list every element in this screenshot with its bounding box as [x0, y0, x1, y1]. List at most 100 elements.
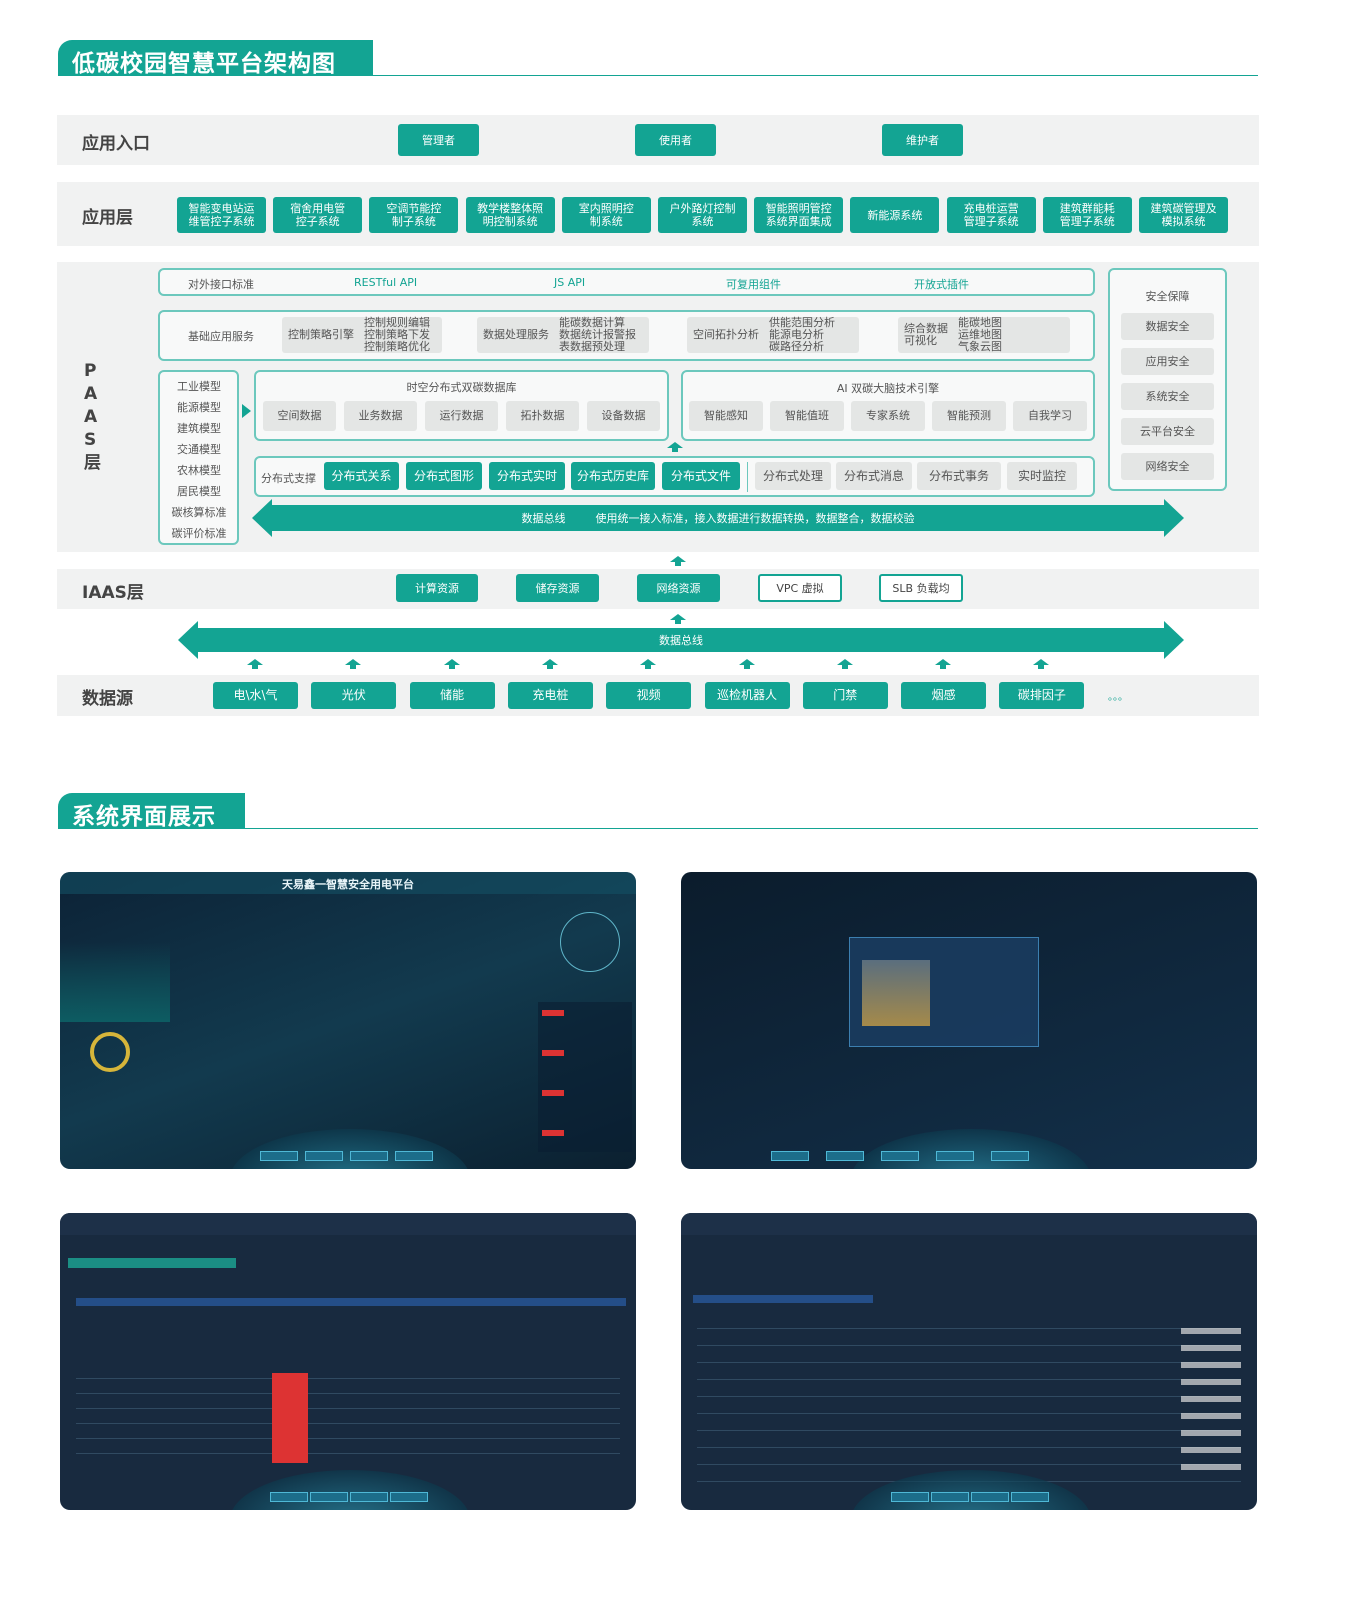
app-system-button[interactable]: 建筑碳管理及 模拟系统 [1139, 197, 1228, 233]
security-title: 安全保障 [1145, 290, 1190, 303]
model-item: 工业模型 [177, 380, 221, 393]
service-group-name: 空间拓扑分析 [693, 328, 759, 341]
arrow-left-icon [252, 499, 272, 537]
datasource-item: 烟感 [901, 682, 987, 709]
iaas-label: IAAS层 [82, 583, 144, 603]
screenshot-alarm-table [60, 1213, 636, 1510]
admin-button[interactable]: 管理者 [398, 124, 479, 156]
section-title-architecture: 低碳校园智慧平台架构图 [58, 40, 373, 77]
security-item: 应用安全 [1121, 348, 1214, 375]
more-indicator: 。。。 [1108, 692, 1128, 703]
screen-header [60, 872, 636, 894]
model-item: 建筑模型 [177, 422, 221, 435]
arrow-up-icon [738, 659, 755, 669]
gauge [90, 1032, 130, 1072]
maintainer-button[interactable]: 维护者 [882, 124, 963, 156]
storage-resource: 储存资源 [516, 574, 599, 602]
service-group: 空间拓扑分析 供能范围分析 能源电分析 碳路径分析 [687, 317, 859, 353]
ai-item: 自我学习 [1013, 401, 1087, 431]
app-system-button[interactable]: 充电桩运营 管理子系统 [946, 197, 1036, 233]
distributed-highlight: 分布式实时 [489, 462, 565, 490]
app-system-button[interactable]: 空调节能控 制子系统 [369, 197, 459, 233]
datasource-item: 视频 [606, 682, 692, 709]
ai-engine-title: AI 双碳大脑技术引擎 [836, 382, 940, 395]
security-item: 系统安全 [1121, 383, 1214, 410]
arrow-right-icon [1164, 499, 1184, 537]
arrow-left-icon [178, 621, 198, 659]
app-system-button[interactable]: 宿舍用电管 控子系统 [273, 197, 363, 233]
restful-api: RESTful API [354, 276, 418, 289]
app-system-button[interactable]: 新能源系统 [850, 197, 940, 233]
network-resource: 网络资源 [637, 574, 720, 602]
screen-title: 天易鑫一智慧安全用电平台 [282, 878, 414, 891]
distributed-item: 分布式消息 [836, 462, 912, 490]
security-item: 云平台安全 [1121, 418, 1214, 445]
app-system-button[interactable]: 教学楼整体照 明控制系统 [465, 197, 555, 233]
datasource-item: 电\水\气 [213, 682, 298, 709]
arrow-right-icon [1164, 621, 1184, 659]
spatiotemporal-db-title: 时空分布式双碳数据库 [406, 381, 517, 394]
section-title-ui: 系统界面展示 [58, 793, 245, 830]
model-item: 农林模型 [177, 464, 221, 477]
arrow-up-icon [247, 659, 263, 669]
app-system-button[interactable]: 智能变电站运 维管控子系统 [177, 197, 266, 233]
db-item: 业务数据 [344, 401, 417, 431]
data-bus-label: 数据总线 [659, 634, 703, 647]
divider [58, 828, 1258, 829]
data-bus-paas: 数据总线 使用统一接入标准，接入数据进行数据转换，数据整合，数据校验 [272, 505, 1164, 531]
arrow-up-icon [670, 556, 686, 566]
security-item: 数据安全 [1121, 313, 1214, 340]
arrow-up-icon [443, 659, 460, 669]
divider [747, 462, 748, 492]
arrow-up-icon [670, 614, 686, 624]
distributed-highlight: 分布式历史库 [571, 462, 655, 490]
bar-chart-panel [60, 942, 170, 1022]
info-popup [849, 937, 1039, 1047]
user-button[interactable]: 使用者 [635, 124, 716, 156]
datasource-label: 数据源 [82, 689, 133, 709]
screenshot-dashboard-map: 天易鑫一智慧安全用电平台 [60, 872, 636, 1169]
service-group-name: 数据处理服务 [483, 328, 549, 341]
db-item: 拓扑数据 [506, 401, 579, 431]
distributed-item: 分布式处理 [755, 462, 831, 490]
distributed-highlight: 分布式文件 [662, 462, 740, 490]
arrow-up-icon [935, 659, 952, 669]
app-system-button[interactable]: 智能照明管控 系统界面集成 [754, 197, 844, 233]
model-item: 碳核算标准 [171, 506, 227, 519]
ai-item: 智能感知 [689, 401, 763, 431]
compute-resource: 计算资源 [396, 574, 478, 602]
service-group-name: 控制策略引擎 [288, 328, 354, 341]
arrow-up-icon [836, 659, 853, 669]
datasource-item: 光伏 [311, 682, 397, 709]
screenshot-device-table [681, 1213, 1257, 1510]
basic-services-label: 基础应用服务 [188, 330, 254, 343]
distributed-highlight: 分布式关系 [324, 462, 399, 490]
arrow-right-icon [242, 404, 251, 418]
model-item: 交通模型 [177, 443, 221, 456]
distributed-highlight: 分布式图形 [406, 462, 482, 490]
data-bus-label: 数据总线 [521, 512, 566, 525]
divider [58, 75, 1258, 76]
arrow-up-icon [1033, 659, 1050, 669]
distributed-item: 分布式事务 [917, 462, 1001, 490]
distributed-label: 分布式支撑 [261, 472, 316, 485]
entry-label: 应用入口 [82, 134, 150, 154]
service-group: 综合数据 可视化 能碳地图 运维地图 气象云图 [898, 317, 1070, 353]
ai-item: 专家系统 [851, 401, 925, 431]
arrow-up-icon [667, 442, 683, 452]
app-system-button[interactable]: 户外路灯控制 系统 [658, 197, 747, 233]
ai-item: 智能预测 [932, 401, 1006, 431]
alarm-list [538, 1002, 632, 1152]
radar [560, 912, 620, 972]
service-group-items: 能碳地图 运维地图 气象云图 [958, 316, 1002, 353]
app-system-button[interactable]: 建筑群能耗 管理子系统 [1042, 197, 1132, 233]
arrow-up-icon [541, 659, 558, 669]
app-system-button[interactable]: 室内照明控 制系统 [561, 197, 651, 233]
slb-load-balance: SLB 负载均 [879, 574, 963, 602]
service-group-name: 综合数据 可视化 [904, 322, 948, 347]
arrow-up-icon [345, 659, 362, 669]
service-group: 控制策略引擎 控制规则编辑 控制策略下发 控制策略优化 [282, 317, 442, 353]
service-group-items: 供能范围分析 能源电分析 碳路径分析 [769, 316, 835, 353]
service-group: 数据处理服务 能碳数据计算 数据统计报警报 表数据预处理 [477, 317, 649, 353]
interface-standard-box: 对外接口标准 RESTful API JS API 可复用组件 开放式插件 [158, 268, 1095, 296]
